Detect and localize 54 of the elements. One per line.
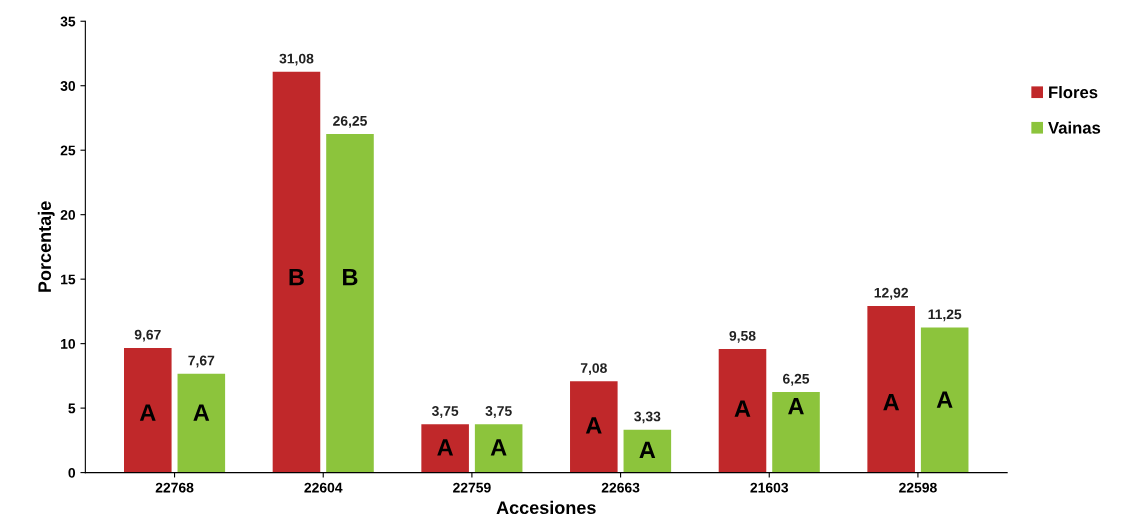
- bar: [718, 349, 767, 473]
- annotation: B: [343, 269, 358, 286]
- legend-label: Vainas: [1048, 121, 1101, 134]
- data-label: 12,92: [874, 287, 908, 300]
- y-tick-label: 30: [60, 81, 76, 91]
- data-label: 31,08: [279, 53, 314, 66]
- annotation: A: [139, 404, 156, 421]
- bar: [124, 347, 172, 473]
- data-label: 3,75: [485, 406, 512, 418]
- y-axis-title: Porcentaje: [37, 201, 55, 292]
- bar: [772, 391, 820, 473]
- y-tick-label: 35: [60, 16, 76, 27]
- y-tick-label: 0: [68, 467, 76, 478]
- x-tick-label: 22759: [453, 482, 491, 493]
- data-label: 3,33: [634, 411, 661, 424]
- data-label: 11,25: [928, 309, 962, 322]
- data-label: 7,67: [188, 355, 215, 368]
- bar: [623, 429, 672, 473]
- bar: [920, 327, 969, 473]
- bar: [867, 305, 915, 473]
- annotation: A: [437, 439, 454, 456]
- data-label: 3,75: [431, 406, 459, 418]
- y-tick-label: 20: [60, 210, 76, 220]
- data-label: 9,58: [729, 330, 756, 343]
- data-label: 9,67: [134, 329, 161, 342]
- x-tick-label: 22604: [304, 482, 343, 493]
- x-axis-title: Accesiones: [496, 500, 596, 515]
- annotation: B: [289, 269, 304, 286]
- x-tick-label: 22598: [899, 482, 937, 493]
- legend-label: Flores: [1049, 85, 1098, 99]
- annotation: A: [788, 397, 804, 415]
- x-tick-label: 22768: [155, 482, 194, 493]
- bar: [177, 373, 226, 473]
- data-label: 26,25: [333, 115, 367, 128]
- y-tick-label: 10: [61, 338, 76, 349]
- annotation: A: [490, 439, 507, 456]
- annotation: A: [639, 441, 656, 459]
- bar: [421, 424, 469, 473]
- data-label: 6,25: [783, 373, 810, 386]
- bar: [474, 424, 523, 473]
- y-tick-label: 5: [68, 403, 76, 414]
- annotation: A: [585, 417, 602, 434]
- x-tick-label: 22663: [601, 482, 640, 493]
- annotation: A: [193, 404, 210, 421]
- annotation: A: [883, 394, 900, 411]
- annotation: A: [734, 400, 751, 417]
- annotation: A: [936, 391, 953, 408]
- y-tick-label: 25: [60, 145, 76, 156]
- y-tick-label: 15: [61, 274, 76, 285]
- data-label: 7,08: [580, 363, 607, 375]
- bar: [570, 381, 618, 473]
- x-tick-label: 21603: [750, 482, 789, 493]
- bar: [272, 71, 321, 473]
- bar: [326, 134, 374, 473]
